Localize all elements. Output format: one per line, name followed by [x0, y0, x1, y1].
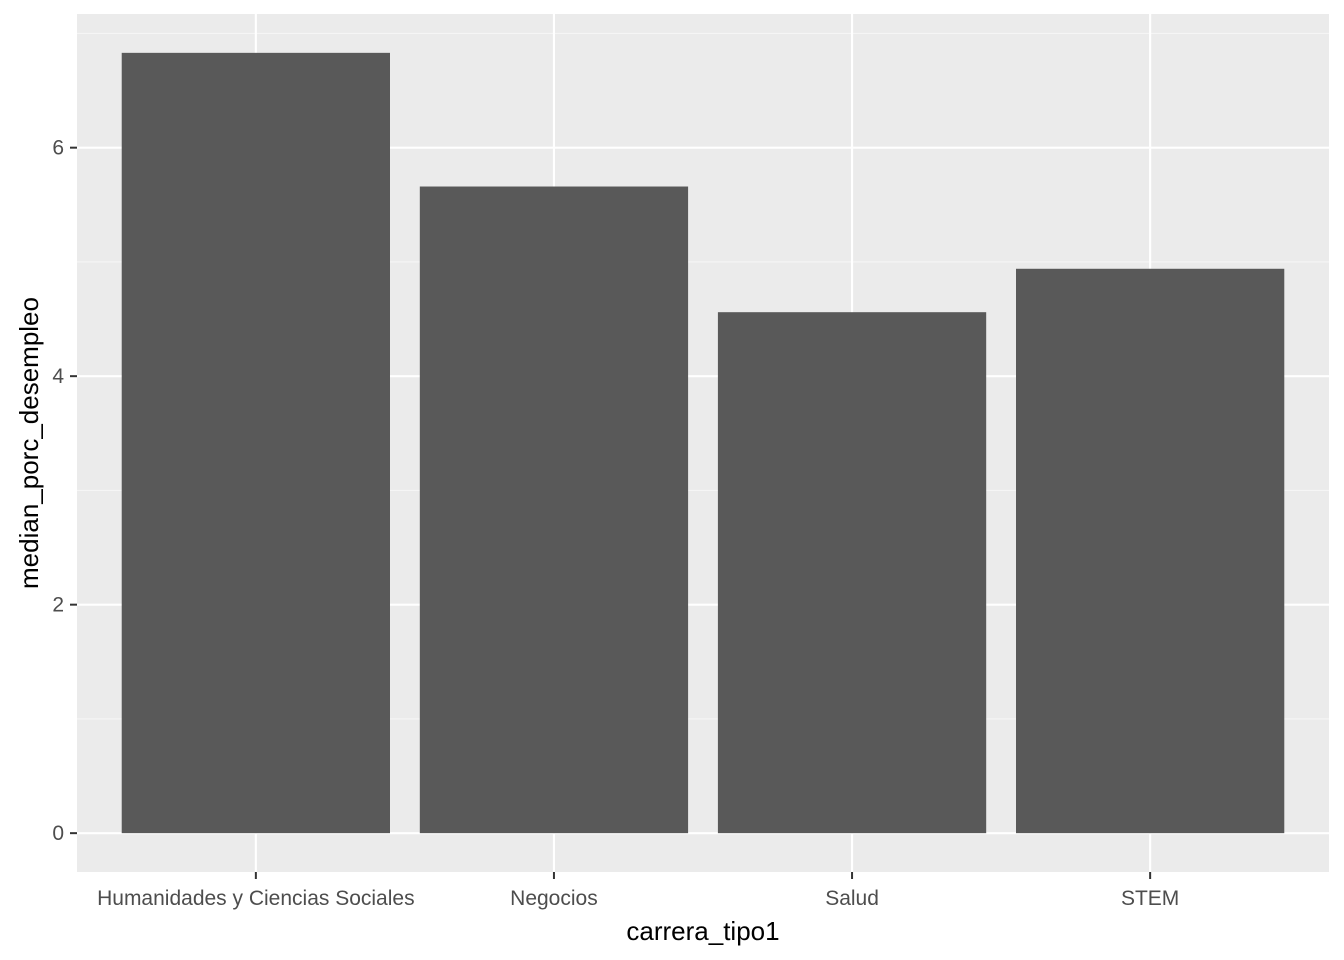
x-tick-label: Negocios [510, 887, 598, 910]
x-tick-label: Humanidades y Ciencias Sociales [97, 887, 415, 910]
y-axis-title: median_porc_desempleo [14, 297, 44, 589]
bar [121, 52, 390, 834]
x-axis-title: carrera_tipo1 [626, 916, 779, 946]
x-tick-label: Salud [825, 887, 879, 910]
y-tick-label: 4 [52, 365, 64, 388]
y-axis-ticks: 0 2 4 6 [52, 137, 77, 845]
bar [717, 312, 987, 834]
y-tick-label: 2 [52, 594, 64, 617]
bar [419, 186, 689, 834]
bars [121, 52, 1285, 834]
x-axis-ticks: Humanidades y Ciencias Sociales Negocios S… [97, 872, 1179, 910]
y-tick-label: 0 [52, 822, 64, 845]
y-tick-label: 6 [52, 137, 64, 160]
x-tick-label: STEM [1121, 887, 1179, 910]
bar [1016, 268, 1285, 834]
